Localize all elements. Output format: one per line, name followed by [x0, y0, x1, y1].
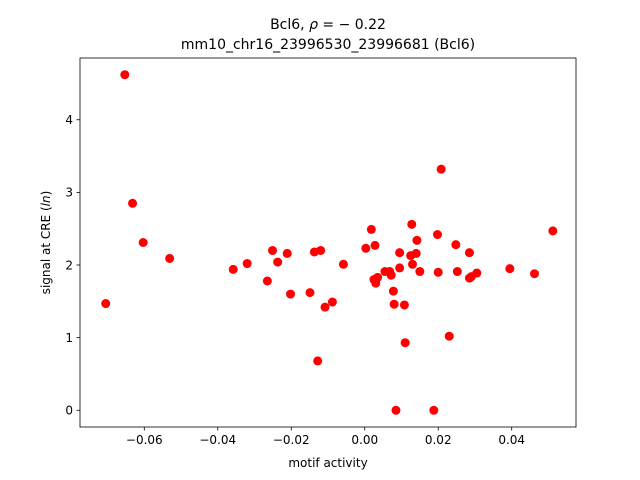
y-axis-label: signal at CRE (ln): [39, 191, 53, 295]
data-point-10: [282, 248, 292, 258]
data-point-54: [548, 226, 558, 236]
plot-area-frame: [79, 57, 577, 428]
data-point-12: [305, 288, 315, 298]
y-tick-label-2: 2: [65, 258, 73, 272]
data-point-53: [529, 269, 539, 279]
data-point-42: [432, 230, 442, 240]
data-point-45: [444, 331, 454, 341]
data-point-40: [415, 267, 425, 277]
data-point-16: [320, 302, 330, 312]
data-point-36: [407, 219, 417, 229]
x-tick-label-0: −0.06: [126, 433, 163, 447]
data-point-27: [386, 270, 396, 280]
data-point-9: [273, 257, 283, 267]
data-point-17: [327, 297, 337, 307]
chart-title-line2: mm10_chr16_23996530_23996681 (Bcl6): [181, 37, 475, 53]
y-tick-label-1: 1: [65, 331, 73, 345]
x-tick-label-4: 0.02: [425, 433, 452, 447]
x-tick-label-2: −0.02: [273, 433, 310, 447]
data-point-6: [242, 259, 252, 269]
x-axis-label: motif activity: [288, 456, 367, 470]
data-point-31: [395, 248, 405, 258]
data-point-48: [464, 248, 474, 258]
data-points: [101, 70, 558, 415]
data-point-39: [412, 235, 422, 245]
data-point-24: [373, 272, 383, 282]
data-point-8: [268, 245, 278, 255]
data-point-38: [411, 248, 421, 258]
data-point-2: [128, 198, 138, 208]
data-point-44: [436, 164, 446, 174]
data-point-20: [366, 224, 376, 234]
data-point-33: [399, 300, 409, 310]
data-point-7: [262, 276, 272, 286]
data-point-28: [388, 286, 398, 296]
data-point-34: [400, 338, 410, 348]
x-tick-label-3: 0.00: [351, 433, 378, 447]
data-point-3: [138, 238, 148, 247]
data-point-46: [451, 240, 461, 250]
data-point-4: [165, 253, 175, 263]
data-point-0: [101, 299, 111, 309]
data-point-15: [316, 245, 326, 255]
data-point-11: [286, 289, 296, 299]
data-point-29: [389, 299, 399, 309]
data-point-37: [408, 259, 417, 269]
data-point-30: [391, 405, 401, 415]
x-tick-label-1: −0.04: [199, 433, 236, 447]
y-tick-label-4: 4: [65, 113, 73, 127]
data-point-14: [313, 356, 323, 366]
data-point-5: [228, 264, 238, 274]
data-point-22: [370, 240, 380, 250]
x-axis-ticks: −0.06 −0.04 −0.02 0.00 0.02 0.04: [126, 427, 525, 447]
data-point-51: [472, 268, 482, 278]
y-axis-ticks: 0 1 2 3 4: [65, 113, 80, 418]
data-point-1: [120, 70, 130, 80]
y-tick-label-3: 3: [65, 186, 73, 200]
x-tick-label-5: 0.04: [498, 433, 525, 447]
data-point-19: [361, 243, 371, 253]
chart-title-line1: Bcl6, ρ = − 0.22: [270, 17, 386, 33]
data-point-32: [395, 263, 405, 273]
data-point-43: [433, 267, 443, 277]
data-point-18: [338, 259, 348, 269]
y-tick-label-0: 0: [65, 404, 73, 418]
data-point-47: [452, 267, 462, 277]
data-point-52: [505, 264, 515, 274]
data-point-41: [429, 405, 439, 415]
